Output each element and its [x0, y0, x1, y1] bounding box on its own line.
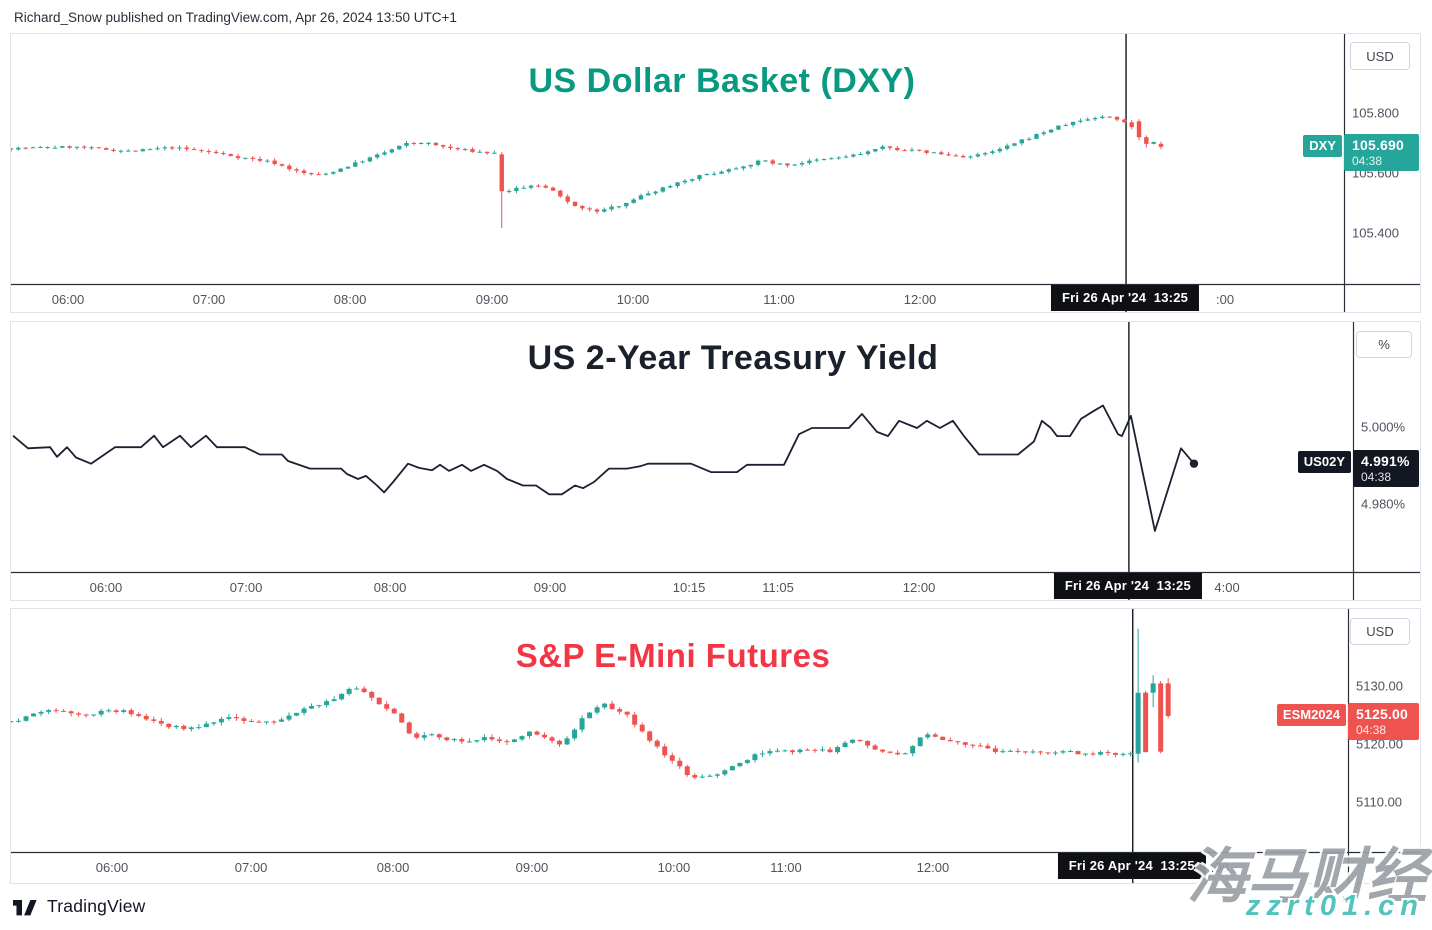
- time-tick-label: 12:00: [916, 860, 950, 875]
- chart-panel-dxy: [10, 33, 1421, 313]
- time-tick-label: 11:05: [762, 580, 794, 595]
- percent-unit-button[interactable]: %: [1356, 331, 1412, 358]
- time-tick-label: 06:00: [95, 860, 129, 875]
- crosshair-date-label: Fri 26 Apr '24 13:25: [1053, 573, 1202, 599]
- symbol-tag-us02y: US02Y: [1297, 450, 1351, 473]
- price-tick-label: 105.800: [1352, 105, 1399, 121]
- last-price-value: 105.690: [1352, 136, 1405, 153]
- time-tick-label: 06:00: [89, 580, 123, 595]
- time-tick-label: 06:00: [51, 292, 85, 307]
- time-tick-label: 08:00: [333, 292, 367, 307]
- chart-panel-esm2024: [10, 608, 1421, 884]
- chart-panel-us02y: [10, 321, 1421, 601]
- price-tick-label: 5.000%: [1361, 419, 1406, 435]
- symbol-tag-dxy: DXY: [1303, 134, 1342, 157]
- price-tick-label: 5110.00: [1356, 794, 1403, 810]
- time-tick-label: 12:00: [902, 580, 936, 595]
- watermark-chinese-text: 海马财经: [1187, 843, 1427, 910]
- time-tick-label: :00: [1210, 860, 1229, 875]
- dxy-candlestick-plot: [11, 34, 1420, 312]
- price-tick-label: 4.980%: [1361, 496, 1406, 512]
- time-tick-label: 4:00: [1214, 580, 1240, 595]
- time-tick-label: 09:00: [515, 860, 549, 875]
- crosshair-date-label: Fri 26 Apr '24 13:25: [1051, 285, 1200, 311]
- time-tick-label: 10:15: [672, 580, 706, 595]
- price-tick-label: 105.400: [1352, 225, 1399, 241]
- price-tick-label: 5130.00: [1356, 678, 1403, 694]
- esm2024-candlestick-plot: [11, 609, 1420, 883]
- crosshair-date-label: Fri 26 Apr '24 13:25: [1057, 853, 1206, 879]
- time-tick-label: 08:00: [376, 860, 410, 875]
- time-tick-label: :00: [1215, 292, 1235, 307]
- chart-title-us02y: US 2-Year Treasury Yield: [527, 339, 939, 377]
- currency-unit-button[interactable]: USD: [1350, 618, 1410, 645]
- tradingview-brand: TradingView: [47, 896, 146, 916]
- last-price-time: 04:38: [1361, 469, 1392, 484]
- time-tick-label: 11:00: [763, 292, 795, 307]
- time-tick-label: 09:00: [475, 292, 509, 307]
- last-price-label-esm2024: 5125.00 04:38: [1348, 702, 1419, 740]
- chart-title-esm2024: S&P E-Mini Futures: [515, 637, 831, 674]
- time-tick-label: 07:00: [234, 860, 268, 875]
- time-tick-label: 10:00: [616, 292, 650, 307]
- time-tick-label: 07:00: [229, 580, 263, 595]
- price-tick-label: 5120.00: [1356, 736, 1403, 752]
- symbol-tag-esm2024: ESM2024: [1276, 703, 1346, 726]
- time-tick-label: 10:00: [657, 860, 691, 875]
- last-price-value: 4.991%: [1361, 452, 1410, 469]
- time-tick-label: 07:00: [192, 292, 226, 307]
- tradingview-attribution[interactable]: TradingView: [13, 896, 146, 917]
- last-price-label-us02y: 4.991% 04:38: [1353, 449, 1419, 487]
- time-tick-label: 11:00: [770, 860, 802, 875]
- currency-unit-button[interactable]: USD: [1350, 42, 1410, 70]
- last-price-label-dxy: 105.690 04:38: [1344, 133, 1419, 171]
- last-price-time: 04:38: [1356, 722, 1387, 737]
- tradingview-logo-icon: [13, 897, 38, 917]
- time-tick-label: 12:00: [903, 292, 937, 307]
- time-tick-label: 09:00: [533, 580, 567, 595]
- publish-info: Richard_Snow published on TradingView.co…: [14, 10, 457, 25]
- watermark-url-text: zzrt01.cn: [1245, 890, 1424, 922]
- time-tick-label: 08:00: [373, 580, 407, 595]
- chart-title-dxy: US Dollar Basket (DXY): [528, 62, 916, 100]
- last-price-value: 5125.00: [1356, 705, 1409, 722]
- last-price-time: 04:38: [1352, 153, 1383, 168]
- us02y-line-plot: [11, 322, 1420, 600]
